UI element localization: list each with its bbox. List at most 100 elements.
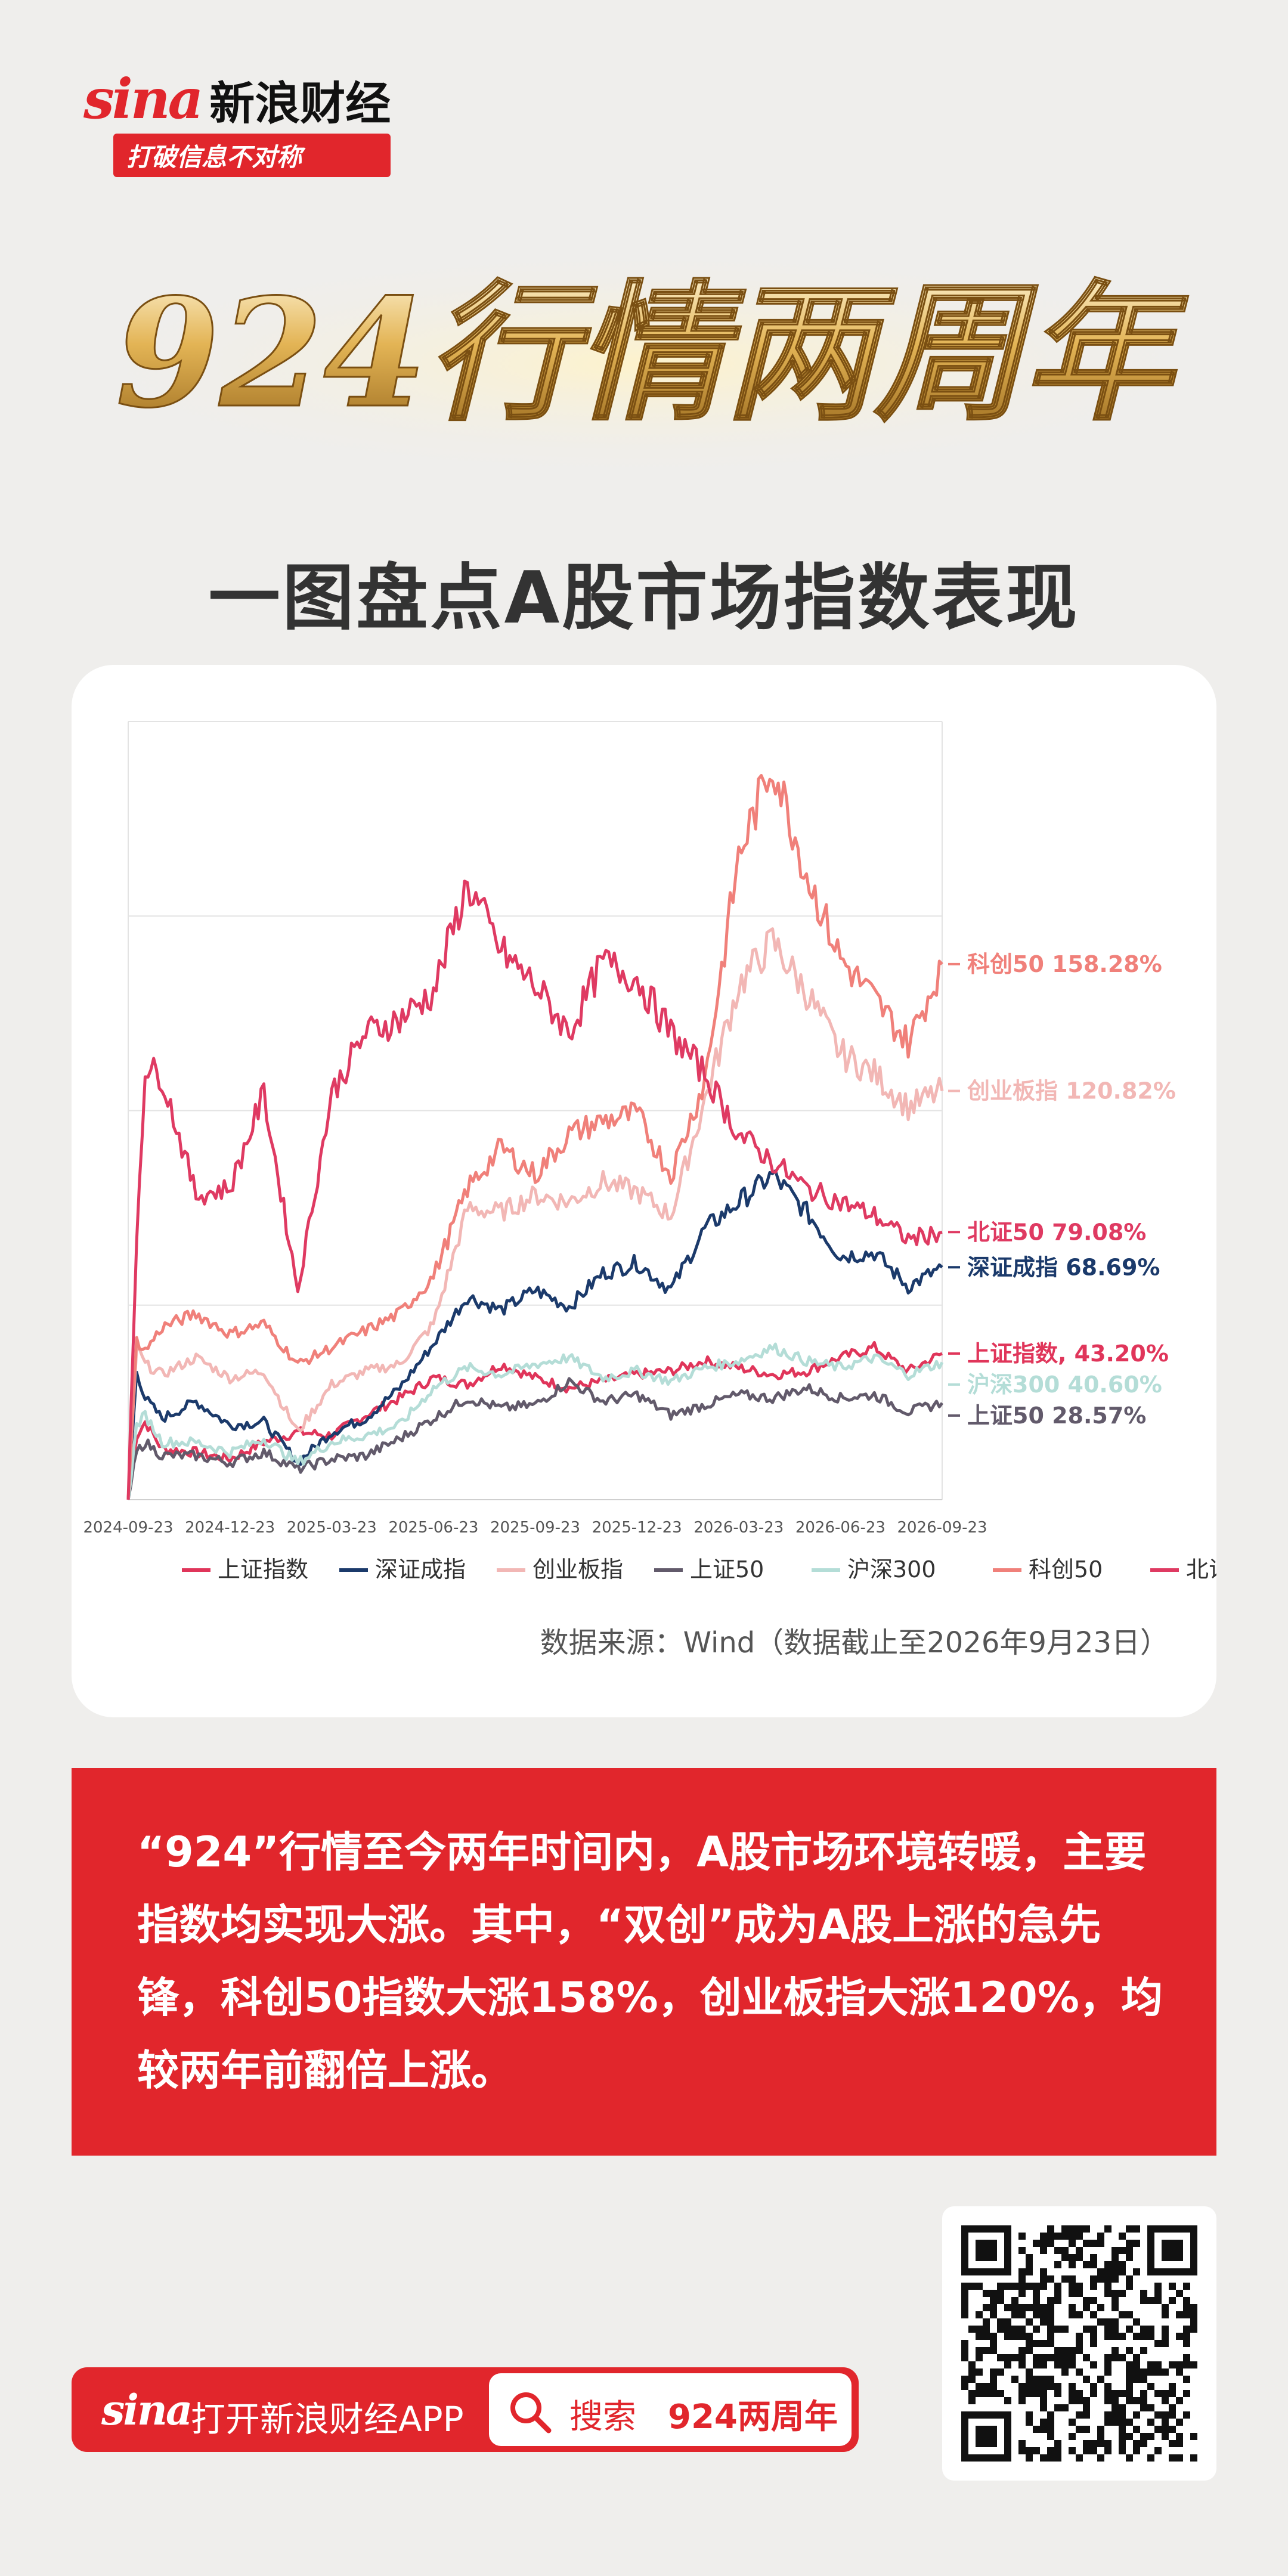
qr-module — [976, 2283, 983, 2290]
qr-module — [1047, 2376, 1054, 2383]
qr-module — [1018, 2354, 1026, 2361]
qr-module — [1126, 2454, 1133, 2462]
qr-module — [983, 2326, 990, 2333]
series-end-label: 上证指数, 43.20% — [967, 1340, 1169, 1367]
qr-module — [1069, 2261, 1076, 2268]
qr-module — [1069, 2433, 1076, 2440]
qr-module — [1026, 2261, 1033, 2268]
qr-module — [1119, 2390, 1126, 2397]
qr-module — [983, 2390, 990, 2397]
qr-module — [1154, 2297, 1162, 2304]
qr-module — [1126, 2390, 1133, 2397]
qr-module — [1126, 2368, 1133, 2376]
qr-module — [1040, 2275, 1047, 2283]
qr-module — [1061, 2354, 1069, 2361]
qr-module — [1140, 2290, 1147, 2297]
qr-module — [1133, 2225, 1140, 2233]
legend-label: 上证50 — [690, 1556, 764, 1583]
qr-module — [1047, 2340, 1054, 2347]
qr-module — [1111, 2404, 1119, 2411]
qr-module — [1076, 2411, 1083, 2419]
qr-module — [1011, 2297, 1018, 2304]
qr-module — [1090, 2361, 1097, 2368]
qr-module — [1104, 2225, 1111, 2233]
qr-module — [1111, 2254, 1119, 2261]
qr-module — [1076, 2340, 1083, 2347]
qr-module — [961, 2297, 968, 2304]
qr-module — [990, 2311, 997, 2318]
qr-module — [1047, 2411, 1054, 2419]
hero-title-banner: 924行情两周年 — [48, 244, 1240, 483]
qr-module — [1090, 2275, 1097, 2283]
qr-module — [1147, 2368, 1154, 2376]
qr-module — [1104, 2368, 1111, 2376]
qr-module — [1090, 2254, 1097, 2261]
qr-module — [1054, 2233, 1061, 2240]
qr-module — [1026, 2454, 1033, 2462]
qr-module — [1119, 2333, 1126, 2340]
qr-module — [1054, 2290, 1061, 2297]
qr-module — [997, 2368, 1004, 2376]
qr-module — [1018, 2347, 1026, 2354]
qr-module — [1111, 2290, 1119, 2297]
qr-module — [1126, 2397, 1133, 2404]
qr-module — [1126, 2433, 1133, 2440]
qr-module — [1069, 2311, 1076, 2318]
qr-module — [1061, 2361, 1069, 2368]
qr-module — [1083, 2261, 1090, 2268]
qr-module — [1047, 2447, 1054, 2454]
qr-module — [1026, 2368, 1033, 2376]
qr-module — [1040, 2268, 1047, 2275]
qr-module — [1119, 2440, 1126, 2447]
hero-title: 924行情两周年 — [116, 265, 1188, 441]
qr-module — [1018, 2326, 1026, 2333]
qr-module — [1169, 2426, 1176, 2433]
qr-module — [1040, 2383, 1047, 2390]
qr-module — [1040, 2354, 1047, 2361]
qr-module — [1176, 2368, 1183, 2376]
qr-code[interactable] — [942, 2206, 1216, 2481]
search-box[interactable]: 搜索 924两周年 — [489, 2373, 852, 2446]
qr-module — [997, 2283, 1004, 2290]
qr-module — [1176, 2311, 1183, 2318]
qr-module — [976, 2354, 983, 2361]
qr-module — [1176, 2419, 1183, 2426]
qr-module — [1111, 2326, 1119, 2333]
qr-module — [1097, 2454, 1104, 2462]
qr-module — [990, 2376, 997, 2383]
qr-module — [1111, 2333, 1119, 2340]
qr-module — [1069, 2240, 1076, 2247]
qr-module — [1004, 2326, 1011, 2333]
qr-module — [1076, 2225, 1083, 2233]
qr-module — [1054, 2247, 1061, 2254]
qr-module — [1033, 2283, 1040, 2290]
qr-module — [1097, 2433, 1104, 2440]
qr-module — [1169, 2411, 1176, 2419]
qr-module — [1040, 2376, 1047, 2383]
qr-module — [1090, 2311, 1097, 2318]
qr-module — [1047, 2354, 1054, 2361]
qr-module — [1083, 2225, 1090, 2233]
qr-module — [1097, 2426, 1104, 2433]
qr-module — [1026, 2383, 1033, 2390]
qr-module — [1097, 2304, 1104, 2311]
qr-module — [1190, 2454, 1197, 2462]
qr-module — [1154, 2426, 1162, 2433]
open-app-bar[interactable]: sina 打开新浪财经APP 搜索 924两周年 — [72, 2367, 859, 2452]
qr-module — [1154, 2411, 1162, 2419]
qr-module — [1061, 2247, 1069, 2254]
qr-module — [1033, 2311, 1040, 2318]
series-line — [126, 1342, 944, 1500]
qr-module — [1018, 2275, 1026, 2283]
qr-module — [1018, 2440, 1026, 2447]
qr-module — [1147, 2361, 1154, 2368]
qr-module — [1054, 2261, 1061, 2268]
qr-module — [1026, 2411, 1033, 2419]
search-term: 924两周年 — [668, 2398, 838, 2436]
series-end-label: 创业板指 120.82% — [967, 1078, 1176, 1104]
qr-module — [1133, 2318, 1140, 2326]
qr-module — [1097, 2240, 1104, 2247]
qr-module — [1026, 2390, 1033, 2397]
qr-module — [1026, 2333, 1033, 2340]
qr-module — [1183, 2411, 1190, 2419]
